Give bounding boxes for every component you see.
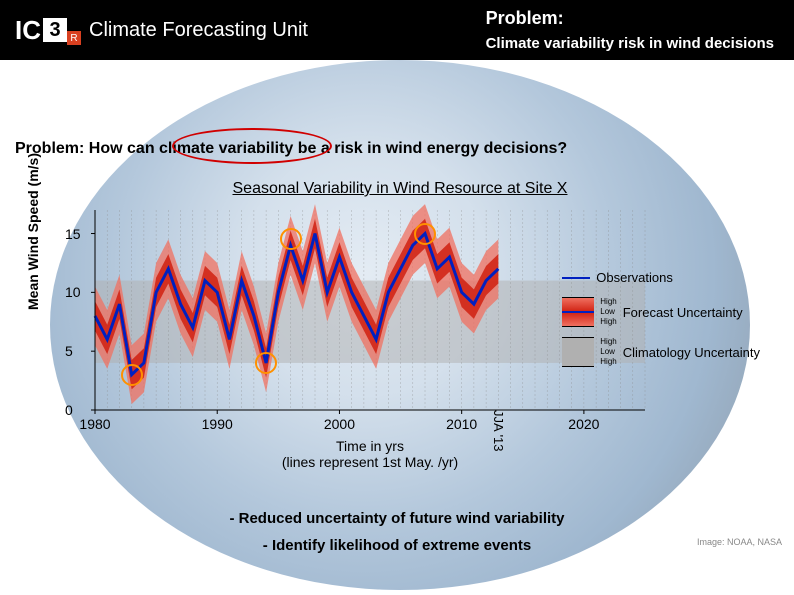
xlabel-line1: Time in yrs xyxy=(282,438,458,454)
legend-climatology: High Low High Climatology Uncertainty xyxy=(562,337,760,367)
header-bar: IC 3 R Climate Forecasting Unit Problem:… xyxy=(0,0,794,60)
logo-r: R xyxy=(67,31,81,45)
legend-clim-label: Climatology Uncertainty xyxy=(623,345,760,360)
chart-xlabel: Time in yrs (lines represent 1st May. /y… xyxy=(282,438,458,470)
bullet-1: - Reduced uncertainty of future wind var… xyxy=(0,510,794,527)
chart-area: Seasonal Variability in Wind Resource at… xyxy=(40,180,760,480)
legend: Observations High Low High Forecast Unce… xyxy=(562,270,760,377)
legend-clim-swatch-icon xyxy=(562,337,594,367)
chart-plot: 051015 19801990200020102020 JJA '13 Time… xyxy=(95,210,645,410)
header-problem-label: Problem: xyxy=(486,8,774,29)
header-subtitle: Climate variability risk in wind decisio… xyxy=(486,35,774,52)
legend-forecast-swatch-icon xyxy=(562,297,594,327)
legend-obs-label: Observations xyxy=(596,270,673,285)
header-right: Problem: Climate variability risk in win… xyxy=(486,8,774,52)
image-credit: Image: NOAA, NASA xyxy=(697,537,782,547)
logo: IC 3 R xyxy=(15,15,81,46)
legend-forecast-label: Forecast Uncertainty xyxy=(623,305,743,320)
bullets: - Reduced uncertainty of future wind var… xyxy=(0,510,794,564)
chart-ylabel: Mean Wind Speed (m/s) xyxy=(25,153,41,310)
emphasis-ellipse xyxy=(172,128,332,164)
unit-name: Climate Forecasting Unit xyxy=(89,19,308,42)
legend-forecast: High Low High Forecast Uncertainty xyxy=(562,297,760,327)
legend-clim-hlh: High Low High xyxy=(600,337,616,367)
legend-obs-line-icon xyxy=(562,277,590,279)
xlabel-line2: (lines represent 1st May. /yr) xyxy=(282,454,458,470)
logo-3: 3 xyxy=(43,18,67,42)
legend-forecast-hlh: High Low High xyxy=(600,297,616,327)
jja-label: JJA '13 xyxy=(491,410,506,452)
logo-ic: IC xyxy=(15,15,41,46)
legend-observations: Observations xyxy=(562,270,760,285)
chart-title: Seasonal Variability in Wind Resource at… xyxy=(40,180,760,198)
bullet-2: - Identify likelihood of extreme events xyxy=(0,537,794,554)
